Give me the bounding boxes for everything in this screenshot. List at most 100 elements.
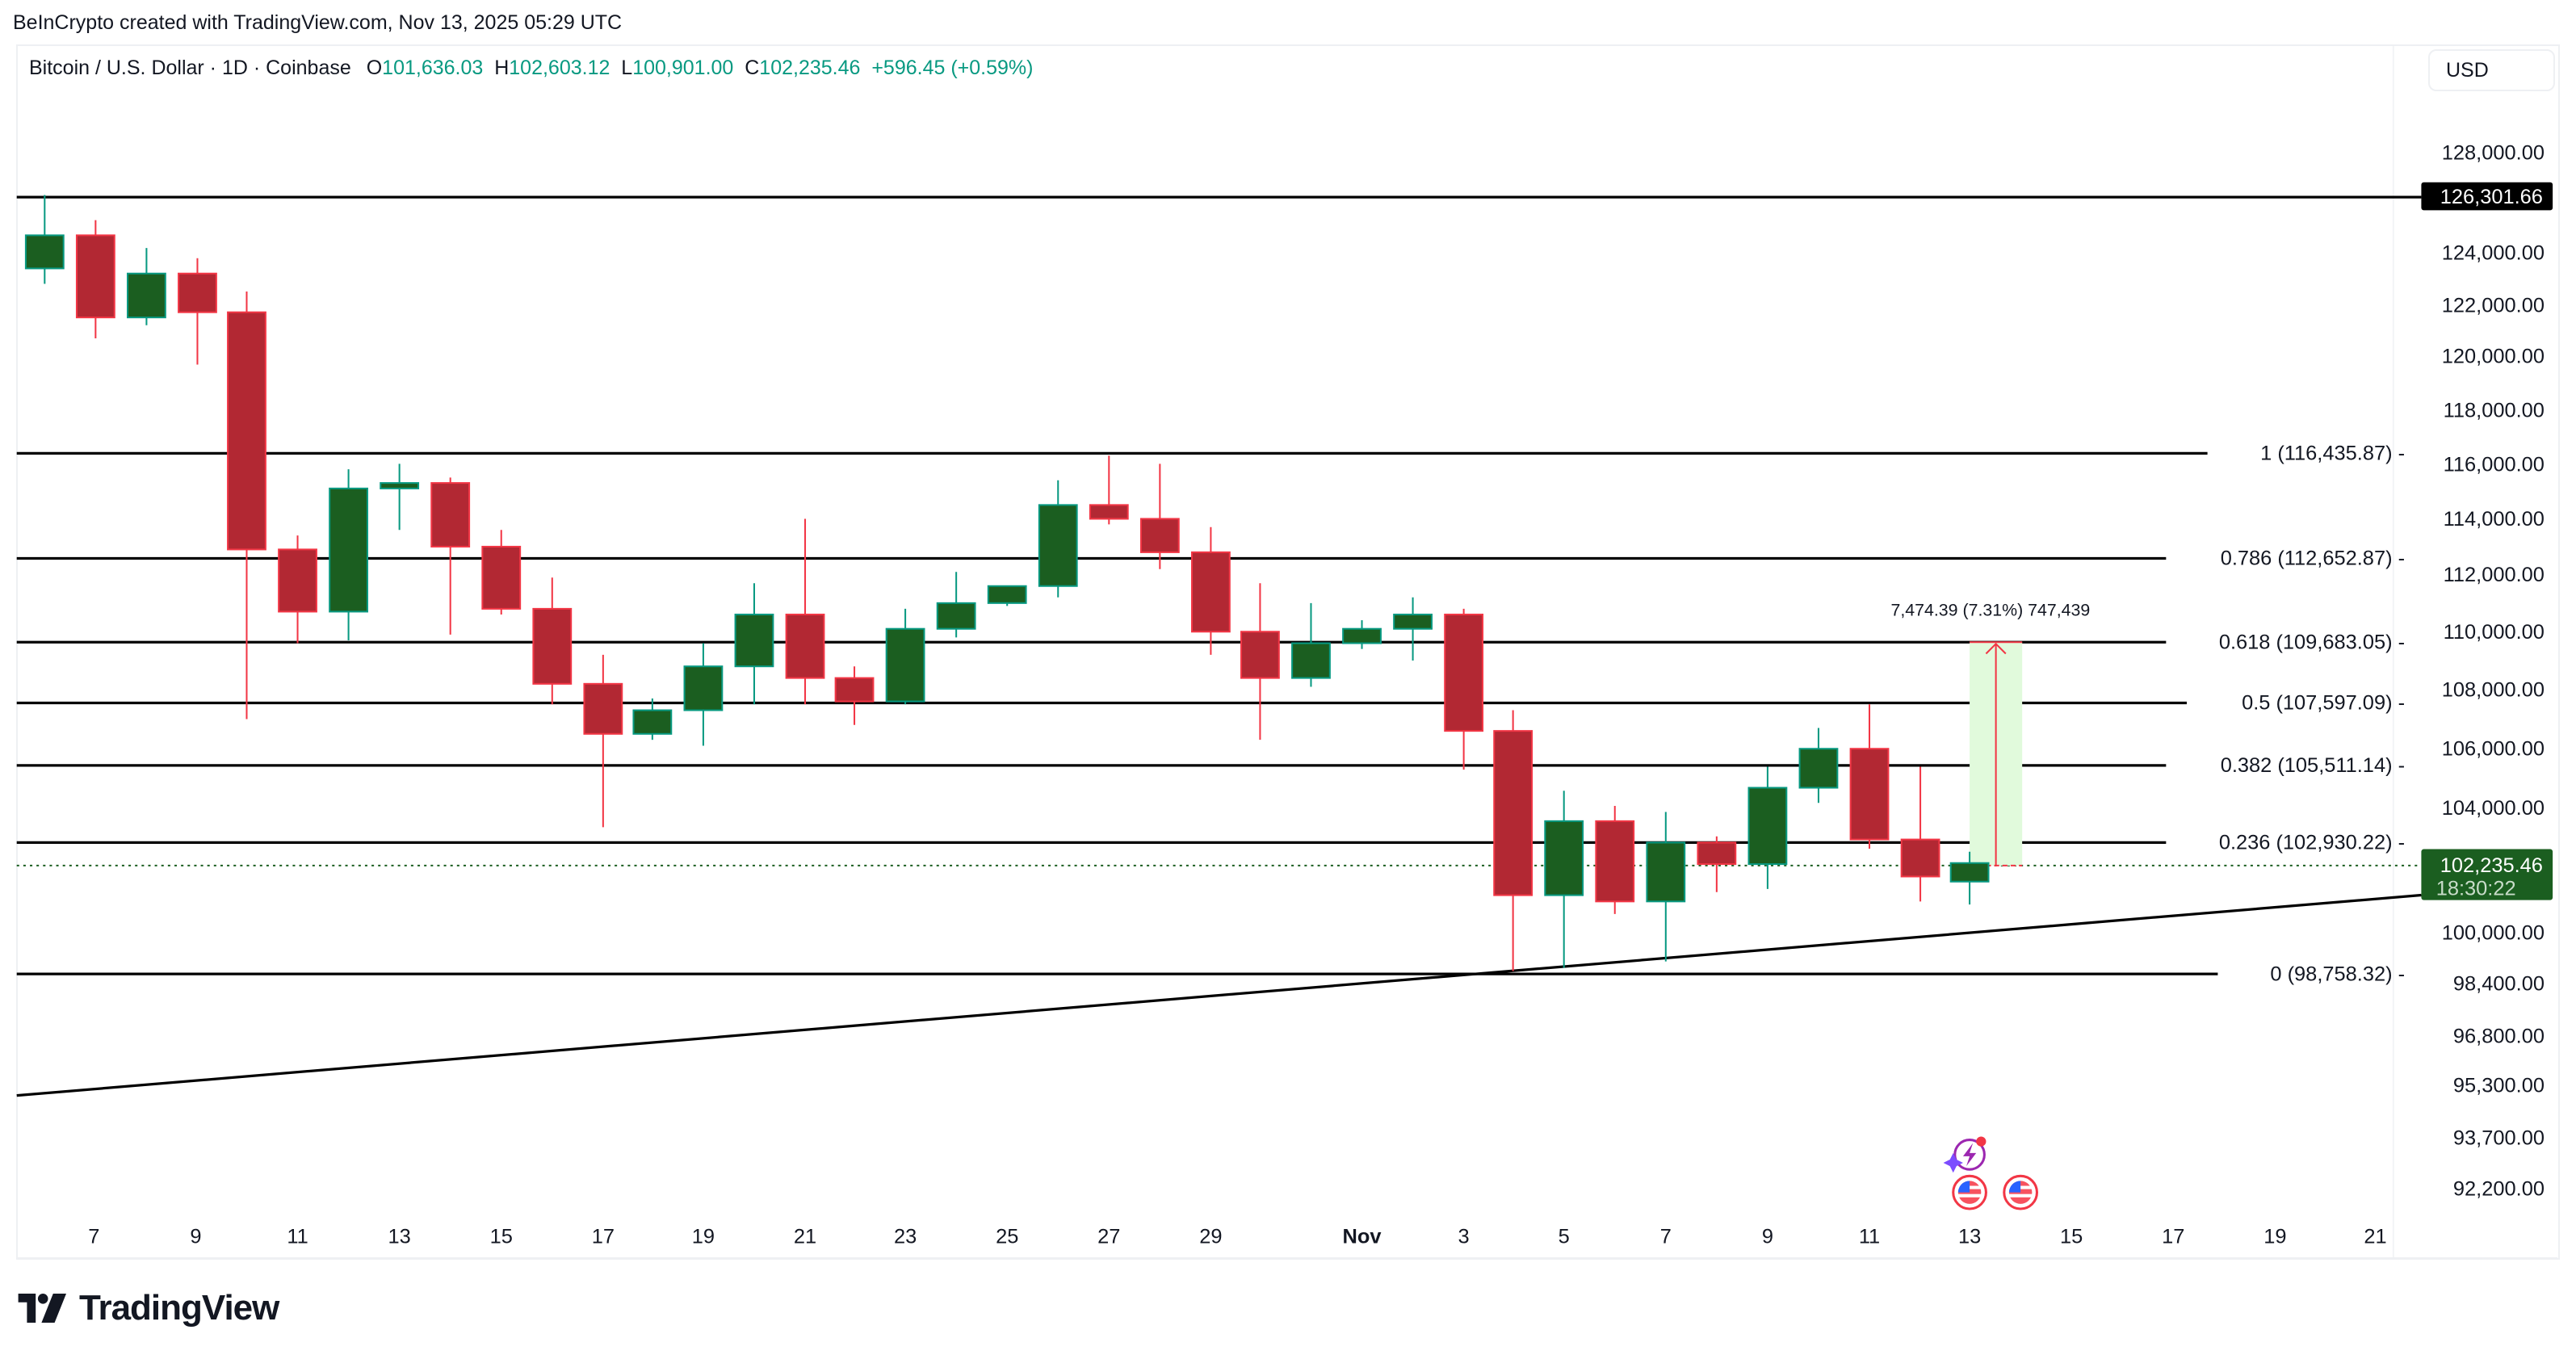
candle[interactable]	[1291, 602, 1331, 687]
open-label: O	[366, 57, 383, 79]
time-tick-label: 7	[88, 1226, 99, 1248]
svg-text:1 (116,435.87) -: 1 (116,435.87) -	[2260, 443, 2405, 465]
candle[interactable]	[1949, 851, 1990, 905]
low-value: 100,901.00	[632, 57, 734, 79]
event-icons[interactable]	[1943, 1136, 2039, 1210]
price-tick-label: 108,000.00	[2442, 678, 2545, 701]
fib-level[interactable]: 1 (116,435.87) -	[16, 443, 2405, 465]
candle[interactable]	[178, 258, 217, 365]
fib-retracement[interactable]: 1 (116,435.87) - 0.786 (112,652.87) - 0.61…	[16, 443, 2405, 986]
candle[interactable]	[380, 464, 420, 531]
svg-text:0 (98,758.32) -: 0 (98,758.32) -	[2270, 963, 2405, 985]
price-axis-divider	[16, 45, 2558, 1260]
candle[interactable]	[1190, 526, 1231, 655]
candle[interactable]	[632, 698, 673, 740]
change-value: +596.45 (+0.59%)	[871, 57, 1034, 79]
time-tick-label: 25	[996, 1226, 1018, 1248]
candle[interactable]	[1595, 806, 1635, 914]
candle[interactable]	[683, 643, 724, 746]
low-label: L	[621, 57, 633, 79]
fib-level[interactable]: 0.618 (109,683.05) -	[16, 631, 2405, 653]
svg-text:0.618 (109,683.05) -: 0.618 (109,683.05) -	[2219, 631, 2405, 653]
time-tick-label: 21	[794, 1226, 816, 1248]
high-value: 102,603.12	[509, 57, 610, 79]
candlestick-series[interactable]	[24, 195, 1990, 971]
candle[interactable]	[1240, 583, 1280, 740]
candle[interactable]	[24, 195, 65, 284]
fib-level[interactable]: 0 (98,758.32) -	[16, 963, 2405, 985]
price-tick-label: 116,000.00	[2444, 454, 2545, 476]
candle[interactable]	[481, 530, 522, 615]
time-tick-label: 23	[894, 1226, 917, 1248]
tradingview-wordmark: TradingView	[79, 1288, 279, 1328]
us-flag-icon[interactable]	[1952, 1174, 1987, 1210]
candle[interactable]	[583, 654, 623, 828]
candle[interactable]	[1544, 791, 1584, 968]
candle[interactable]	[1139, 464, 1180, 569]
candle[interactable]	[1697, 836, 1737, 892]
time-tick-label: 7	[1660, 1226, 1672, 1248]
time-tick-label: 29	[1199, 1226, 1222, 1248]
candle[interactable]	[987, 585, 1027, 606]
price-tick-label: 93,700.00	[2453, 1127, 2545, 1150]
candle[interactable]	[1038, 480, 1078, 598]
time-tick-label: 9	[1762, 1226, 1773, 1248]
fib-level[interactable]: 0.382 (105,511.14) -	[16, 754, 2405, 777]
candle[interactable]	[1849, 704, 1890, 849]
price-tick-label: 106,000.00	[2442, 738, 2545, 761]
candle[interactable]	[1089, 455, 1129, 525]
price-tick-label: 120,000.00	[2442, 346, 2545, 368]
time-axis[interactable]: 7 9 11 13 15 17 19 21 23 25 27 29 Nov 3 5 7 9 11 13 15 17 19 2…	[88, 1226, 2386, 1248]
candle[interactable]	[532, 577, 573, 705]
candle[interactable]	[734, 583, 774, 705]
chart-credit: BeInCrypto created with TradingView.com,…	[13, 11, 623, 34]
time-tick-label: 13	[1958, 1226, 1981, 1248]
earnings-bolt-icon[interactable]	[1943, 1136, 1987, 1173]
candle[interactable]	[936, 572, 976, 638]
candle[interactable]	[1444, 608, 1484, 770]
candle[interactable]	[430, 477, 471, 635]
candle[interactable]	[1646, 812, 1686, 962]
symbol-legend: Bitcoin / U.S. Dollar · 1D · Coinbase O1…	[29, 57, 1033, 80]
candle[interactable]	[1393, 597, 1433, 661]
price-tick-label: 98,400.00	[2453, 972, 2545, 995]
candle[interactable]	[834, 666, 875, 725]
price-tick-label: 128,000.00	[2442, 141, 2545, 164]
close-value: 102,235.46	[759, 57, 861, 79]
symbol-title[interactable]: Bitcoin / U.S. Dollar · 1D · Coinbase	[29, 57, 351, 79]
fib-level[interactable]: 0.5 (107,597.09) -	[16, 692, 2405, 715]
candle[interactable]	[785, 518, 825, 705]
price-axis[interactable]: 128,000.00 124,000.00 122,000.00 120,000.00…	[2442, 141, 2545, 1200]
tradingview-logo-icon	[18, 1294, 66, 1323]
candle[interactable]	[127, 248, 166, 325]
fib-level[interactable]: 0.236 (102,930.22) -	[16, 832, 2405, 854]
candle[interactable]	[329, 469, 368, 640]
fib-level[interactable]: 0.786 (112,652.87) -	[16, 547, 2405, 570]
open-value: 101,636.03	[382, 57, 484, 79]
currency-button[interactable]: USD	[2428, 49, 2555, 91]
candle[interactable]	[278, 535, 317, 644]
price-tick-label: 110,000.00	[2444, 621, 2545, 644]
time-tick-label: 27	[1097, 1226, 1120, 1248]
candle[interactable]	[1747, 766, 1788, 889]
svg-text:126,301.66: 126,301.66	[2440, 186, 2543, 208]
ath-price-label: 126,301.66	[2421, 182, 2553, 211]
price-tick-label: 124,000.00	[2442, 241, 2545, 264]
price-tick-label: 118,000.00	[2444, 400, 2545, 422]
svg-text:0.786 (112,652.87) -: 0.786 (112,652.87) -	[2221, 547, 2405, 570]
candle[interactable]	[1900, 766, 1940, 902]
time-tick-label: 19	[2263, 1226, 2286, 1248]
candle[interactable]	[885, 608, 925, 705]
candle[interactable]	[75, 220, 115, 338]
candle[interactable]	[1342, 620, 1382, 649]
price-tick-label: 95,300.00	[2453, 1075, 2545, 1097]
svg-text:102,235.46: 102,235.46	[2440, 854, 2543, 877]
candle[interactable]	[1493, 710, 1533, 971]
us-flag-icon[interactable]	[2003, 1174, 2039, 1210]
trendline[interactable]	[16, 893, 2422, 1097]
tradingview-logo[interactable]: TradingView	[18, 1288, 279, 1328]
candle[interactable]	[227, 292, 266, 719]
candle[interactable]	[1798, 728, 1839, 803]
price-range-measure[interactable]: 7,474.39 (7.31%) 747,439	[1890, 601, 2090, 866]
